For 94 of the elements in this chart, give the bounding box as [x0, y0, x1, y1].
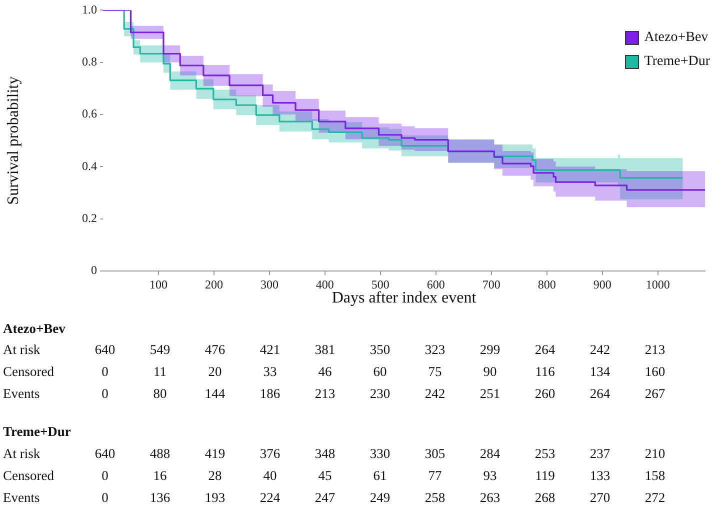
text: 350 [370, 342, 390, 358]
y-tick-label: 0.8 [82, 54, 97, 69]
text: 237 [590, 446, 610, 462]
text: 60 [373, 364, 387, 380]
text: Censored [3, 468, 54, 484]
text: 263 [480, 490, 500, 506]
text: 323 [424, 342, 446, 358]
text: 272 [644, 490, 666, 506]
text: Treme+Dur [3, 424, 71, 440]
x-tick-label: 100 [149, 277, 168, 292]
text: 419 [204, 446, 226, 462]
text: 242 [424, 386, 446, 402]
text: 284 [480, 446, 500, 462]
text: 186 [260, 386, 280, 402]
text: 0 [102, 364, 108, 380]
legend-label: Treme+Dur [644, 54, 710, 70]
text: 75 [428, 364, 442, 380]
text: 230 [370, 386, 390, 402]
text: Events [3, 490, 40, 506]
text: Censored [3, 364, 54, 380]
text: 421 [260, 342, 280, 358]
text: 268 [534, 490, 556, 506]
text: 488 [150, 446, 170, 462]
text: 0 [102, 490, 108, 506]
x-tick-label: 700 [482, 277, 500, 292]
text: 133 [590, 468, 610, 484]
text: 270 [590, 490, 610, 506]
x-tick-label: 400 [316, 277, 334, 292]
text: 93 [483, 468, 497, 484]
text: 28 [208, 468, 222, 484]
text: 330 [370, 446, 390, 462]
text: 0 [102, 468, 108, 484]
y-tick-label: 0 [91, 263, 97, 278]
text: 80 [153, 386, 167, 402]
text: 253 [534, 446, 556, 462]
x-tick-label: 600 [426, 277, 445, 292]
y-tick-label: 1.0 [82, 2, 97, 16]
text: 45 [318, 468, 332, 484]
text: Events [3, 386, 40, 402]
text: 33 [263, 364, 277, 380]
text: 264 [534, 342, 556, 358]
text: 136 [150, 490, 170, 506]
text: 260 [534, 386, 556, 402]
text: 249 [370, 490, 390, 506]
text: 213 [314, 386, 336, 402]
text: 640 [94, 342, 116, 358]
x-tick-label: 800 [538, 277, 556, 292]
text: 193 [204, 490, 226, 506]
text: 210 [644, 446, 666, 462]
text: 160 [644, 364, 666, 380]
y-tick-label: 0.6 [82, 106, 97, 121]
text: 213 [644, 342, 666, 358]
x-tick-label: 1000 [646, 277, 670, 292]
text: 40 [263, 468, 277, 484]
text: 264 [590, 386, 610, 402]
text: 158 [644, 468, 666, 484]
text: 90 [483, 364, 497, 380]
text: At risk [3, 446, 40, 462]
text: 144 [204, 386, 226, 402]
x-tick-label: 300 [260, 277, 278, 292]
text: 640 [94, 446, 116, 462]
text: 305 [424, 446, 446, 462]
x-axis-title: Days after index event [332, 290, 477, 307]
text: At risk [3, 342, 40, 358]
text: 134 [590, 364, 610, 380]
text: 77 [428, 468, 442, 484]
text: 20 [208, 364, 222, 380]
y-axis-title: Survival probability [4, 76, 22, 205]
text: Atezo+Bev [3, 321, 66, 337]
text: 476 [204, 342, 226, 358]
text: 348 [314, 446, 336, 462]
text: 247 [314, 490, 336, 506]
x-tick-label: 200 [204, 277, 223, 292]
text: 46 [318, 364, 332, 380]
text: 116 [535, 364, 555, 380]
x-tick-label: 500 [371, 277, 390, 292]
legend-label: Atezo+Bev [644, 30, 708, 46]
text: 267 [644, 386, 666, 402]
text: 376 [260, 446, 280, 462]
text: 299 [480, 342, 500, 358]
text: 251 [480, 386, 500, 402]
text: 258 [424, 490, 446, 506]
text: 549 [150, 342, 170, 358]
text: 11 [154, 364, 166, 380]
text: 224 [260, 490, 280, 506]
y-tick-label: 0.4 [82, 158, 97, 173]
text: 0 [102, 386, 108, 402]
text: 61 [373, 468, 387, 484]
y-tick-label: 0.2 [82, 210, 97, 225]
text: 242 [590, 342, 610, 358]
text: 381 [314, 342, 336, 358]
text: 16 [153, 468, 167, 484]
text: 119 [535, 468, 555, 484]
x-tick-label: 900 [593, 277, 612, 292]
